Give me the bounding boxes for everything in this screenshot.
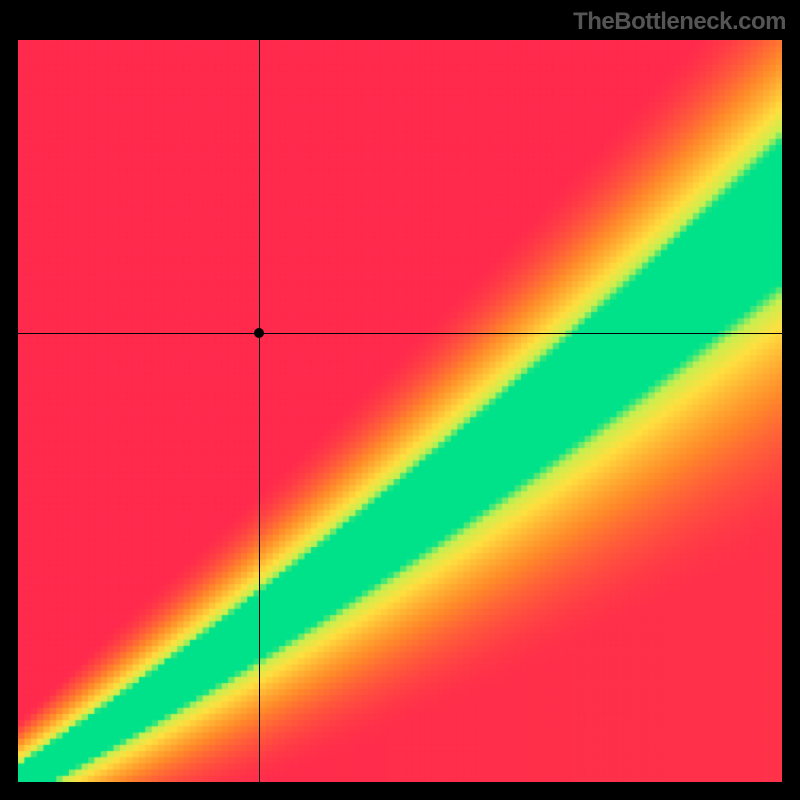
heatmap-canvas — [18, 40, 782, 782]
crosshair-vertical — [259, 40, 260, 782]
watermark-text: TheBottleneck.com — [573, 8, 786, 36]
crosshair-marker — [254, 328, 264, 338]
crosshair-horizontal — [18, 333, 782, 334]
bottleneck-heatmap — [18, 40, 782, 782]
